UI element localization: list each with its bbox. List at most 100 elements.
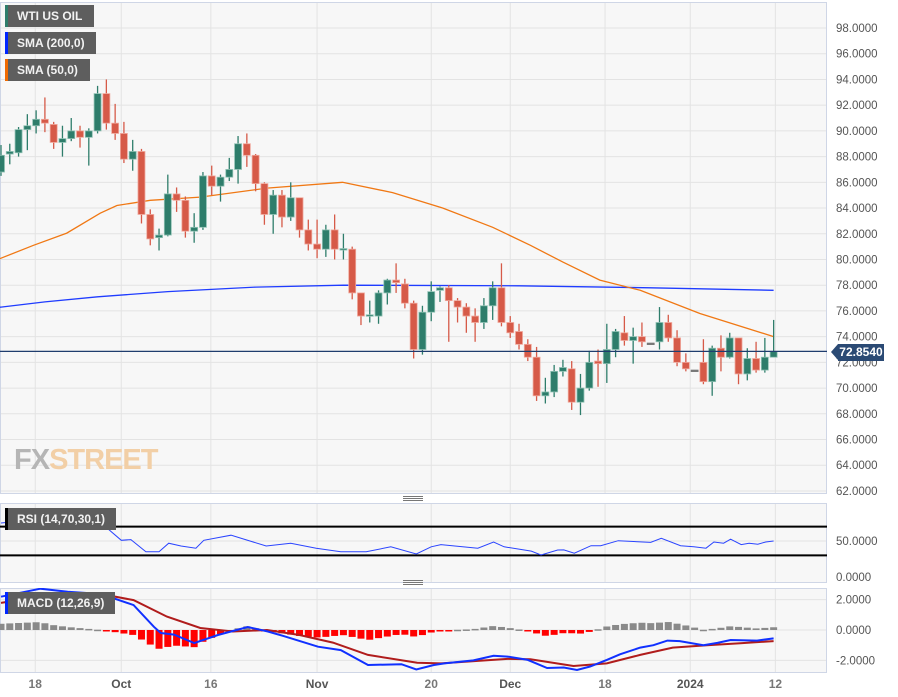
candle-body [58, 138, 67, 143]
macd-histogram-bar [726, 626, 734, 630]
candle [181, 196, 190, 238]
macd-histogram-bar [656, 622, 663, 630]
price-tick-label: 98.0000 [836, 23, 878, 35]
legend-wti-us-oil[interactable]: WTI US OIL [5, 5, 94, 27]
current-price-tag: 72.8540 [831, 344, 884, 361]
candle-body [321, 229, 330, 250]
candle-body [585, 361, 594, 389]
macd-histogram-bar [559, 630, 567, 634]
candle [199, 172, 207, 230]
candle [286, 182, 295, 221]
macd-histogram-bar [392, 630, 400, 635]
candle-body [506, 322, 515, 334]
candle [67, 118, 76, 142]
candle-body [681, 361, 690, 370]
macd-histogram-bar [41, 623, 49, 630]
candle [400, 278, 409, 309]
legend-sma-200[interactable]: SMA (200,0) [5, 32, 96, 54]
candle-body [190, 226, 199, 232]
candle-body [629, 336, 638, 341]
x-tick-label: Dec [499, 677, 521, 691]
rsi-plot [0, 519, 827, 557]
candle [278, 190, 286, 228]
candle [550, 364, 559, 398]
candle-body [436, 287, 444, 291]
macd-histogram-bar [208, 630, 216, 638]
price-tick-label: 64.0000 [836, 460, 878, 472]
candle [752, 341, 760, 373]
candle-body [67, 130, 76, 139]
candle-body [225, 169, 234, 178]
legend-label: SMA (200,0) [17, 36, 85, 50]
candle [0, 145, 5, 176]
candle [321, 224, 330, 257]
macd-histogram-bar [322, 630, 330, 637]
candle [734, 337, 743, 385]
macd-histogram-bar [6, 623, 14, 630]
rsi-line [0, 519, 774, 556]
candle-body [23, 125, 32, 130]
candle [93, 85, 102, 134]
candle-body [708, 347, 717, 383]
candle [111, 103, 120, 140]
macd-histogram-bar [497, 626, 505, 630]
candle [383, 278, 392, 305]
x-tick-label: 16 [204, 677, 218, 691]
candle [269, 190, 278, 234]
sma-50-line [0, 181, 774, 338]
price-plot [0, 79, 827, 416]
legend-sma-50[interactable]: SMA (50,0) [5, 59, 90, 81]
candle [471, 308, 480, 342]
candle-body [427, 291, 436, 313]
macd-histogram-bar [366, 630, 374, 640]
rsi-panel [0, 503, 827, 583]
price-tick-label: 62.0000 [836, 486, 878, 498]
macd-histogram-bar [752, 628, 760, 630]
macd-histogram-bar [120, 630, 128, 634]
x-tick-label: 20 [425, 677, 439, 691]
macd-histogram-bar [58, 626, 66, 630]
candle-body [497, 287, 506, 323]
rsi-panel-resize-handle[interactable] [403, 496, 423, 501]
macd-histogram-bar [410, 630, 418, 637]
macd-histogram-bar [50, 625, 58, 630]
candle-body [172, 193, 181, 201]
macd-panel-resize-handle[interactable] [403, 580, 423, 585]
candle-body [295, 197, 304, 231]
macd-histogram-bar [743, 627, 751, 630]
logo-street: STREET [49, 444, 158, 476]
candle [594, 349, 602, 387]
candle-body [471, 315, 480, 323]
candle-body [49, 124, 58, 143]
candle-body [725, 337, 734, 358]
macd-histogram-bar [471, 628, 479, 631]
candle-body [146, 214, 155, 240]
candle [497, 263, 506, 327]
candle [760, 337, 769, 373]
macd-tick-label: 0.0000 [836, 625, 871, 637]
candle [225, 157, 234, 182]
candle-body [242, 143, 251, 156]
candle [295, 197, 304, 238]
candle [216, 174, 225, 202]
legend-rsi[interactable]: RSI (14,70,30,1) [5, 508, 116, 530]
legend-macd[interactable]: MACD (12,26,9) [5, 592, 115, 614]
macd-histogram-bar [761, 627, 769, 630]
macd-histogram-bar [155, 630, 163, 649]
candle-body [0, 154, 5, 173]
candle [304, 219, 313, 251]
candle-body [286, 197, 295, 218]
macd-histogram-bar [717, 627, 725, 630]
price-tick-label: 82.0000 [836, 229, 878, 241]
x-tick-label: 12 [769, 677, 783, 691]
price-tick-label: 96.0000 [836, 49, 878, 61]
candle [725, 332, 734, 359]
candle [32, 110, 41, 134]
candle-body [532, 356, 541, 397]
candle-body [646, 342, 655, 345]
candle [479, 298, 488, 329]
candle [673, 330, 681, 367]
candle-body [734, 337, 743, 375]
macd-tick-label: 2.0000 [836, 595, 871, 607]
candle-body [374, 292, 383, 317]
